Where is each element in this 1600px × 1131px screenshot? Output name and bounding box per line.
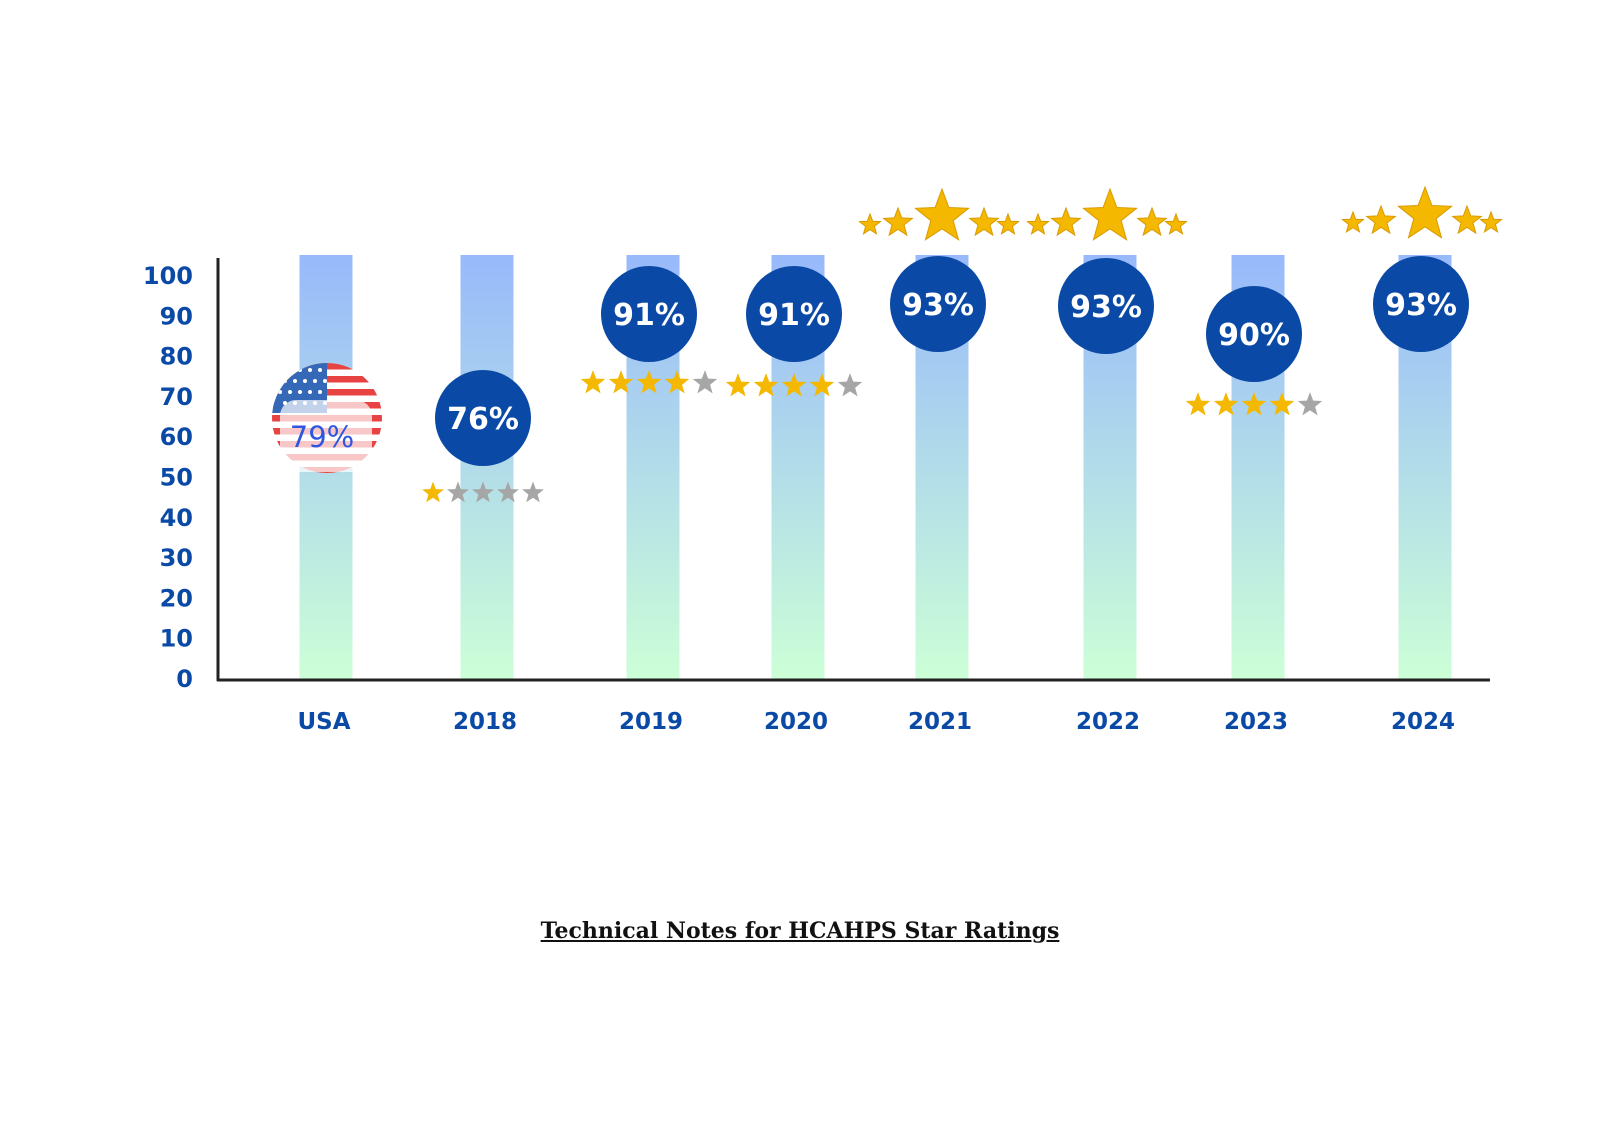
star-rating-2018 bbox=[422, 481, 544, 503]
star-icon bbox=[497, 481, 519, 503]
star-icon bbox=[1297, 392, 1323, 416]
star-icon bbox=[1479, 210, 1503, 234]
value-badge-2022 bbox=[1058, 258, 1154, 354]
y-tick-label: 0 bbox=[176, 665, 193, 693]
star-icon bbox=[914, 187, 970, 241]
value-badge-2020 bbox=[746, 266, 842, 362]
star-icon bbox=[472, 481, 494, 503]
star-icon bbox=[809, 373, 835, 397]
star-icon bbox=[837, 373, 863, 397]
value-badge-2019 bbox=[601, 266, 697, 362]
technical-notes-link[interactable]: Technical Notes for HCAHPS Star Ratings bbox=[540, 918, 1060, 944]
value-label-2023: 90% bbox=[1218, 318, 1290, 353]
star-icon bbox=[522, 481, 544, 503]
x-tick-label: 2023 bbox=[1224, 709, 1288, 735]
star-rating-2024 bbox=[1341, 185, 1503, 239]
star-icon bbox=[858, 212, 882, 236]
y-tick-label: 20 bbox=[160, 584, 193, 612]
y-tick-label: 60 bbox=[160, 423, 193, 451]
star-icon bbox=[1365, 204, 1397, 235]
value-label-2019: 91% bbox=[613, 298, 685, 333]
star-icon bbox=[447, 481, 469, 503]
star-rating-2022 bbox=[1026, 187, 1188, 241]
star-icon bbox=[1185, 392, 1211, 416]
y-tick-label: 40 bbox=[160, 504, 193, 532]
usa-value-backdrop bbox=[280, 400, 372, 472]
value-label-2020: 91% bbox=[758, 298, 830, 333]
star-icon bbox=[968, 206, 1000, 237]
value-label-2018: 76% bbox=[447, 402, 519, 437]
star-icon bbox=[1341, 210, 1365, 234]
x-tick-label: 2018 bbox=[453, 709, 517, 735]
value-label-2021: 93% bbox=[902, 288, 974, 323]
star-icon bbox=[636, 370, 662, 394]
y-tick-label: 70 bbox=[160, 383, 193, 411]
value-label-2022: 93% bbox=[1070, 290, 1142, 325]
x-tick-label: 2021 bbox=[908, 709, 972, 735]
star-rating-2021 bbox=[858, 187, 1020, 241]
y-tick-label: 30 bbox=[160, 544, 193, 572]
value-label-2024: 93% bbox=[1385, 288, 1457, 323]
star-icon bbox=[692, 370, 718, 394]
star-icon bbox=[422, 481, 444, 503]
y-tick-label: 10 bbox=[160, 625, 193, 653]
value-badge-2023 bbox=[1206, 286, 1302, 382]
star-icon bbox=[1026, 212, 1050, 236]
value-badge-2024 bbox=[1373, 256, 1469, 352]
star-icon bbox=[1050, 206, 1082, 237]
star-rating-2019 bbox=[580, 370, 718, 394]
x-tick-label: USA bbox=[297, 709, 350, 735]
star-rating-2020 bbox=[725, 373, 863, 397]
star-icon bbox=[753, 373, 779, 397]
star-icon bbox=[1082, 187, 1138, 241]
star-icon bbox=[1164, 212, 1188, 236]
y-tick-label: 80 bbox=[160, 343, 193, 371]
star-icon bbox=[1213, 392, 1239, 416]
x-tick-label: 2024 bbox=[1391, 709, 1455, 735]
star-icon bbox=[882, 206, 914, 237]
star-rating-2023 bbox=[1185, 392, 1323, 416]
star-icon bbox=[664, 370, 690, 394]
star-icon bbox=[725, 373, 751, 397]
y-tick-label: 50 bbox=[160, 464, 193, 492]
x-tick-label: 2020 bbox=[764, 709, 828, 735]
x-tick-label: 2022 bbox=[1076, 709, 1140, 735]
x-tick-label: 2019 bbox=[619, 709, 683, 735]
star-icon bbox=[1136, 206, 1168, 237]
star-icon bbox=[1269, 392, 1295, 416]
bar-2018 bbox=[460, 255, 514, 679]
star-icon bbox=[1397, 185, 1453, 239]
star-icon bbox=[781, 373, 807, 397]
value-label-usa: 79% bbox=[290, 420, 354, 454]
star-icon bbox=[608, 370, 634, 394]
star-icon bbox=[996, 212, 1020, 236]
star-icon bbox=[1451, 204, 1483, 235]
star-icon bbox=[1241, 392, 1267, 416]
value-badge-2018 bbox=[435, 370, 531, 466]
star-icon bbox=[580, 370, 606, 394]
value-badge-2021 bbox=[890, 256, 986, 352]
y-tick-label: 90 bbox=[160, 302, 193, 330]
y-tick-label: 100 bbox=[143, 262, 193, 290]
